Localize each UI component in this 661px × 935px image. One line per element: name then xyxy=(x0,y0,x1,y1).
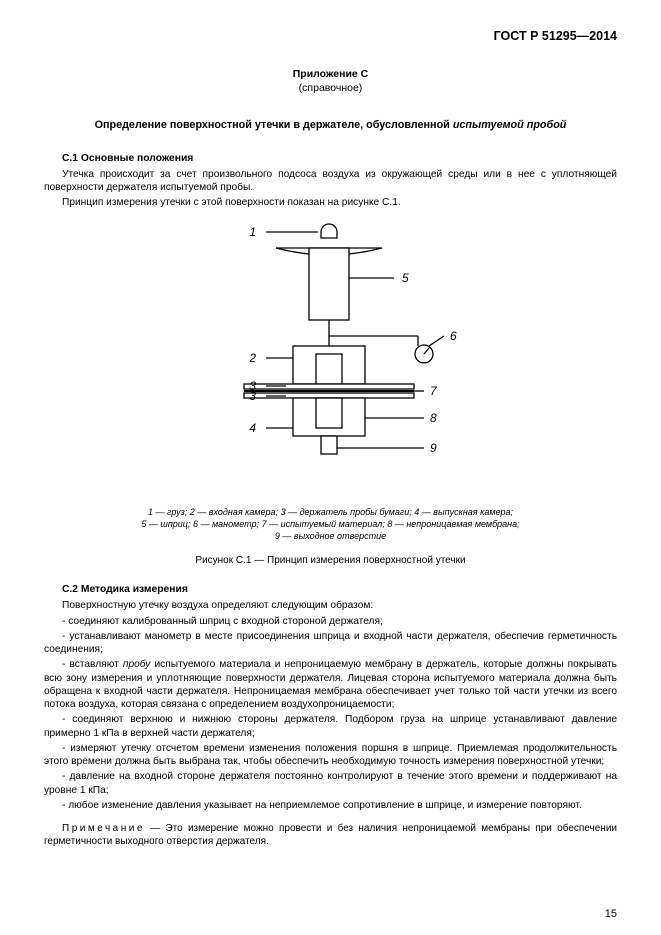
figure-caption: Рисунок С.1 — Принцип измерения поверхно… xyxy=(44,554,617,567)
fig-label-4: 4 xyxy=(249,421,256,435)
fig-label-2: 2 xyxy=(248,351,256,365)
appendix-label: Приложение С xyxy=(44,68,617,82)
figure-c1: 1 2 3 3 4 5 6 7 8 9 xyxy=(44,218,617,498)
fig-label-6: 6 xyxy=(450,329,457,343)
note-sep: — xyxy=(145,823,166,834)
c2-p0: Поверхностную утечку воздуха определяют … xyxy=(44,599,617,612)
c2-b7: - любое изменение давления указывает на … xyxy=(44,799,617,812)
standard-id: ГОСТ Р 51295—2014 xyxy=(44,28,617,44)
c2-b3it: пробу xyxy=(123,659,151,670)
page-number: 15 xyxy=(605,907,617,921)
note-label: Примечание xyxy=(62,823,145,834)
fig-label-3b: 3 xyxy=(249,389,256,403)
legend-line-2: 5 — шприц; 6 — манометр; 7 — испытуемый … xyxy=(44,518,617,530)
c1-heading: С.1 Основные положения xyxy=(44,152,617,165)
c2-b4: - соединяют верхнюю и нижнюю стороны дер… xyxy=(44,713,617,740)
figure-legend: 1 — груз; 2 — входная камера; 3 — держат… xyxy=(44,506,617,542)
fig-label-8: 8 xyxy=(430,411,437,425)
c1-p1: Утечка происходит за счет произвольного … xyxy=(44,168,617,195)
appendix-type: (справочное) xyxy=(44,82,617,96)
c2-b3: - вставляют пробу испытуемого материала … xyxy=(44,658,617,711)
diagram-svg: 1 2 3 3 4 5 6 7 8 9 xyxy=(166,218,496,498)
page: ГОСТ Р 51295—2014 Приложение С (справочн… xyxy=(0,0,661,935)
c2-b1: - соединяют калиброванный шприц с входно… xyxy=(44,615,617,628)
c2-b5: - измеряют утечку отсчетом времени измен… xyxy=(44,742,617,769)
main-title-italic: испытуемой пробой xyxy=(453,119,567,131)
fig-label-7: 7 xyxy=(430,384,438,398)
fig-label-5: 5 xyxy=(402,271,409,285)
c2-b3a: - вставляют xyxy=(62,659,123,670)
legend-line-3: 9 — выходное отверстие xyxy=(44,530,617,542)
legend-line-1: 1 — груз; 2 — входная камера; 3 — держат… xyxy=(44,506,617,518)
c2-b6: - давление на входной стороне держателя … xyxy=(44,770,617,797)
fig-label-9: 9 xyxy=(430,441,437,455)
main-title-plain: Определение поверхностной утечки в держа… xyxy=(95,119,453,131)
c2-b2: - устанавливают манометр в месте присоед… xyxy=(44,630,617,657)
main-title: Определение поверхностной утечки в держа… xyxy=(44,118,617,132)
c1-p2: Принцип измерения утечки с этой поверхно… xyxy=(44,196,617,209)
fig-label-1: 1 xyxy=(249,225,256,239)
c2-heading: С.2 Методика измерения xyxy=(44,583,617,596)
note: Примечание — Это измерение можно провест… xyxy=(44,822,617,848)
